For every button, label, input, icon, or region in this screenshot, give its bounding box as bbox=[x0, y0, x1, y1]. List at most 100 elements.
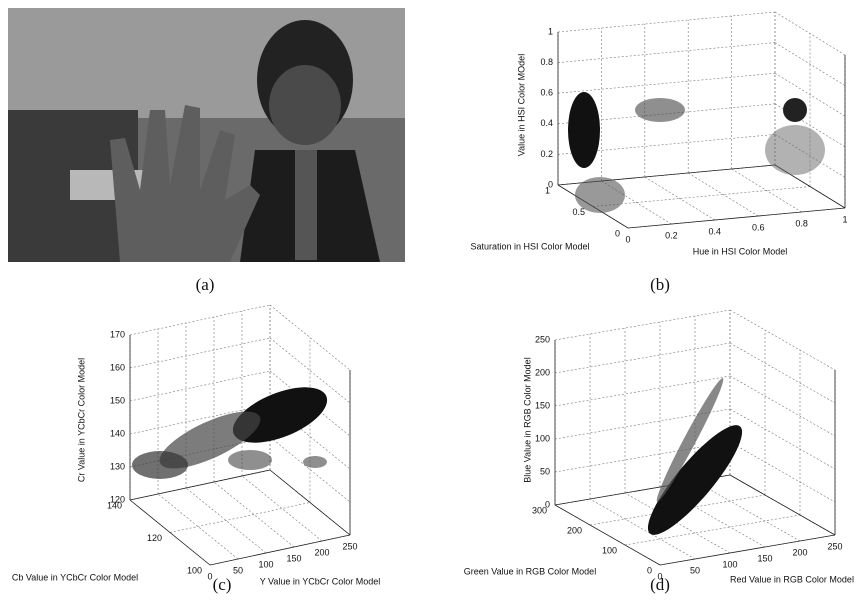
y-tick-label: 200 bbox=[567, 525, 582, 535]
z-tick-label: 100 bbox=[535, 433, 550, 443]
axis-edge bbox=[129, 469, 271, 501]
y-tick-label: 100 bbox=[602, 545, 617, 555]
x-tick-label: 200 bbox=[792, 547, 807, 557]
y-axis-label: Green Value in RGB Color Model bbox=[464, 566, 596, 576]
x-tick-label: 0.8 bbox=[795, 218, 808, 228]
axis-edge bbox=[269, 469, 351, 536]
y-tick-label: 0 bbox=[615, 228, 620, 238]
y-tick-label: 300 bbox=[532, 505, 547, 515]
z-tick-label: 50 bbox=[540, 466, 550, 476]
y-tick-label: 0.5 bbox=[572, 207, 585, 217]
grid-line bbox=[557, 11, 776, 33]
z-tick-label: 150 bbox=[110, 395, 125, 405]
grid-line bbox=[241, 475, 323, 542]
y-tick-label: 120 bbox=[147, 533, 162, 543]
grid-line bbox=[774, 42, 846, 86]
y-tick-label: 100 bbox=[187, 565, 202, 575]
grid-line bbox=[554, 408, 731, 440]
z-tick-label: 0.4 bbox=[540, 118, 553, 128]
x-tick-label: 0.6 bbox=[752, 222, 765, 232]
grid-line bbox=[729, 408, 836, 470]
y-axis-label: Cb Value in YCbCr Color Model bbox=[12, 572, 138, 582]
axis-edge bbox=[129, 499, 211, 566]
grid-line bbox=[589, 498, 696, 560]
grid-line bbox=[157, 493, 239, 560]
grid-line bbox=[129, 304, 271, 336]
grid-line bbox=[774, 72, 846, 117]
x-tick-label: 250 bbox=[342, 541, 357, 551]
x-axis-label: Hue in HSI Color Model bbox=[693, 246, 788, 256]
z-axis-label: Cr Value in YCbCr Color Model bbox=[76, 358, 86, 482]
grid-line bbox=[688, 172, 759, 217]
grid-line bbox=[554, 342, 731, 374]
z-tick-label: 170 bbox=[110, 329, 125, 339]
z-tick-label: 200 bbox=[535, 367, 550, 377]
caption: (a) bbox=[196, 275, 215, 294]
grid-line bbox=[624, 514, 801, 546]
grid-line bbox=[729, 441, 836, 503]
x-tick-label: 0 bbox=[207, 571, 212, 581]
z-tick-label: 140 bbox=[110, 428, 125, 438]
grid-line bbox=[269, 337, 351, 404]
x-axis-label: Red Value in RGB Color Model bbox=[730, 574, 854, 584]
x-tick-label: 100 bbox=[722, 559, 737, 569]
axis-edge bbox=[627, 207, 846, 229]
grid-line bbox=[729, 342, 836, 404]
grid-line bbox=[624, 492, 731, 554]
grid-line bbox=[129, 370, 271, 402]
z-tick-label: 150 bbox=[535, 400, 550, 410]
x-tick-label: 0.2 bbox=[665, 230, 678, 240]
x-axis-label: Y Value in YCbCr Color Model bbox=[260, 576, 381, 586]
grid-line bbox=[729, 309, 836, 371]
x-tick-label: 150 bbox=[286, 553, 301, 563]
grid-line bbox=[554, 441, 731, 473]
grid-line bbox=[269, 436, 351, 503]
grid-line bbox=[729, 375, 836, 437]
grid-line bbox=[185, 487, 267, 554]
grid-line bbox=[554, 375, 731, 407]
grid-line bbox=[731, 168, 802, 213]
grid-line bbox=[169, 502, 311, 533]
z-tick-label: 0 bbox=[545, 499, 550, 509]
z-tick-label: 0.8 bbox=[540, 57, 553, 67]
z-axis-label: Value in HSI Color MOdel bbox=[516, 54, 526, 156]
grid-line bbox=[269, 370, 351, 437]
axis-edge bbox=[729, 474, 836, 536]
grid-line bbox=[269, 304, 351, 371]
caption: (d) bbox=[650, 575, 670, 594]
grid-line bbox=[774, 11, 846, 56]
z-tick-label: 120 bbox=[110, 494, 125, 504]
grid-line bbox=[213, 481, 295, 548]
z-axis-label: Blue Value in RGB Color Model bbox=[522, 357, 532, 482]
axis-edge bbox=[209, 534, 351, 566]
y-axis-label: Saturation in HSI Color Model bbox=[470, 241, 589, 251]
x-tick-label: 50 bbox=[233, 565, 243, 575]
grid-line bbox=[554, 309, 731, 341]
y-tick-label: 0 bbox=[647, 565, 652, 575]
grid-line bbox=[557, 42, 776, 63]
y-tick-label: 140 bbox=[107, 500, 122, 510]
z-tick-label: 0.6 bbox=[540, 88, 553, 98]
x-tick-label: 50 bbox=[690, 565, 700, 575]
grid-line bbox=[592, 186, 811, 207]
x-tick-label: 1 bbox=[842, 214, 847, 224]
caption: (c) bbox=[213, 575, 232, 594]
z-tick-label: 160 bbox=[110, 362, 125, 372]
axis-edge bbox=[554, 504, 661, 566]
grid-line bbox=[694, 480, 801, 542]
point-clouds bbox=[132, 92, 825, 535]
grid-line bbox=[129, 337, 271, 369]
x-tick-label: 150 bbox=[757, 553, 772, 563]
x-tick-label: 200 bbox=[314, 547, 329, 557]
axis-edge bbox=[659, 534, 836, 566]
grid-line bbox=[644, 176, 715, 221]
x-tick-label: 0 bbox=[657, 571, 662, 581]
grid-line bbox=[557, 72, 776, 94]
x-tick-label: 250 bbox=[827, 541, 842, 551]
z-tick-label: 130 bbox=[110, 461, 125, 471]
y-tick-label: 1 bbox=[545, 185, 550, 195]
z-tick-label: 1 bbox=[548, 26, 553, 36]
z-tick-label: 250 bbox=[535, 334, 550, 344]
z-tick-label: 0 bbox=[548, 179, 553, 189]
